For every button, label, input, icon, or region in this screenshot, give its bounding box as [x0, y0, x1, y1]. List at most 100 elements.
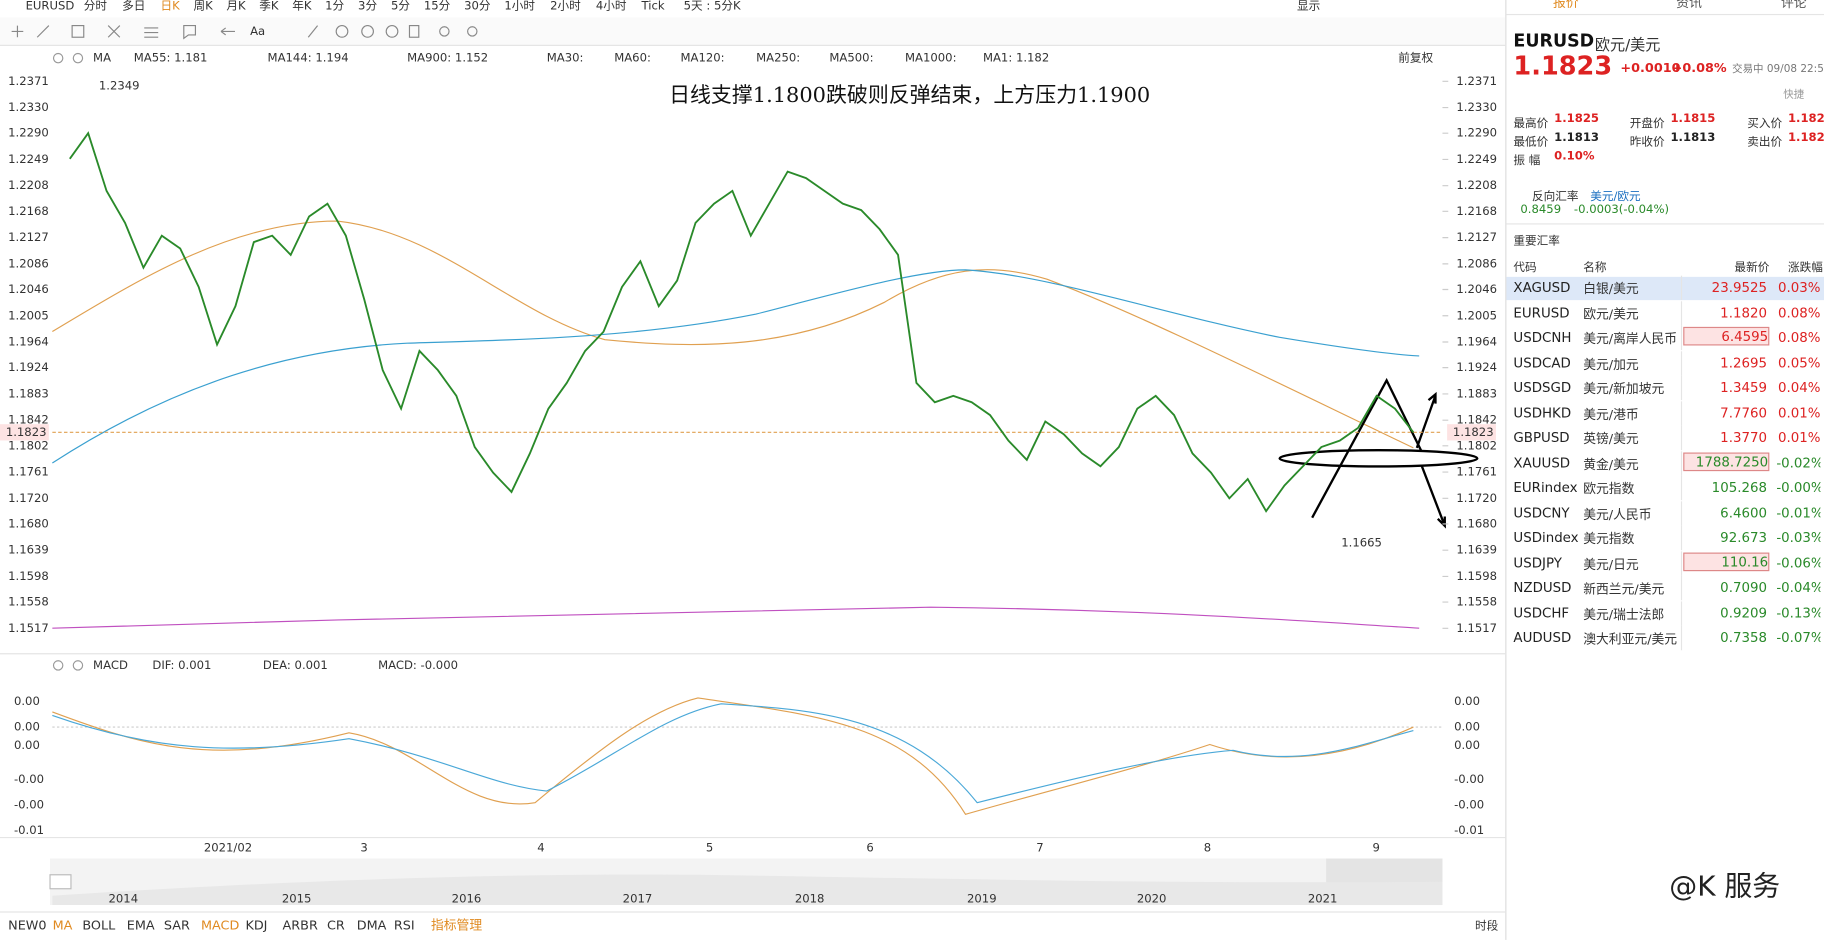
quick-button: 快捷 — [1783, 89, 1805, 102]
table-cell: NZDUSD — [1513, 579, 1572, 596]
panel-tab[interactable]: 报价 — [1552, 0, 1579, 11]
y-tick-label: 1.1883 — [8, 386, 49, 400]
panel-tab[interactable]: 资讯 — [1676, 0, 1702, 11]
y-tick-label: 1.1761 — [8, 465, 49, 479]
table-cell: 美元/人民币 — [1583, 506, 1652, 522]
table-cell: EURUSD — [1513, 304, 1570, 321]
table-cell: 0.05% — [1778, 354, 1821, 371]
indicator-label: MA144: 1.194 — [268, 51, 349, 65]
quote-symbol: EURUSD — [1513, 30, 1595, 52]
indicator-tab[interactable]: BOLL — [82, 918, 116, 933]
table-cell: USDCNY — [1513, 504, 1570, 521]
indicator-tab[interactable]: 指标管理 — [431, 918, 482, 933]
period-tab[interactable]: 2小时 — [550, 0, 581, 12]
table-cell: 美元/港币 — [1583, 406, 1639, 422]
indicator-tab[interactable]: DMA — [357, 918, 387, 933]
indicator-tab[interactable]: EMA — [127, 918, 155, 933]
current-price-label: 1.1823 — [1453, 425, 1494, 439]
period-tab[interactable]: 4小时 — [596, 0, 627, 12]
period-tab[interactable]: 1分 — [325, 0, 344, 12]
period-tab[interactable]: 年K — [292, 0, 312, 12]
table-cell: 欧元指数 — [1583, 481, 1635, 497]
table-cell: USDCNH — [1513, 329, 1572, 346]
y-tick-label: 1.1842 — [8, 413, 49, 427]
y-tick-label: 1.1558 — [8, 595, 49, 609]
macd-tick: -0.00 — [14, 772, 44, 786]
period-tab[interactable]: 5分 — [391, 0, 410, 12]
period-tab[interactable]: 分时 — [84, 0, 108, 12]
current-price-box — [1447, 424, 1496, 441]
row-line — [1680, 375, 1683, 401]
low-annotation: 1.1665 — [1341, 536, 1382, 550]
indicator-tab[interactable]: SAR — [164, 918, 190, 933]
period-tab[interactable]: 5天 : 5分K — [684, 0, 741, 12]
tab-underline — [1506, 13, 1824, 16]
period-tab[interactable]: Tick — [641, 0, 665, 12]
macd-tick-right: 0.00 — [1454, 720, 1480, 734]
indicator-tab[interactable]: CR — [327, 918, 345, 933]
indicator-tab[interactable]: MA — [53, 918, 73, 933]
period-tab[interactable]: 季K — [259, 0, 279, 12]
period-tab[interactable]: 30分 — [464, 0, 491, 12]
period-tab[interactable]: 周K — [193, 0, 213, 12]
period-tab[interactable]: 3分 — [358, 0, 377, 12]
y-tick-label-right: 1.1842 — [1456, 413, 1497, 427]
stat-label: 最低价 — [1513, 136, 1549, 149]
table-cell: 110.16 — [1683, 551, 1770, 571]
y-tick-label: 1.1517 — [8, 621, 49, 635]
indicator-tab[interactable]: KDJ — [245, 918, 267, 933]
table-cell: 6.4600 — [1720, 504, 1768, 521]
drawing-toolbar — [0, 17, 1506, 46]
table-cell: 1.1820 — [1720, 304, 1768, 321]
period-tab[interactable]: 1小时 — [504, 0, 535, 12]
row-line — [1680, 550, 1683, 576]
indicator-tab[interactable]: NEW0 — [8, 918, 46, 933]
ma900-line — [52, 606, 1420, 629]
y-tick-label-right: 1.1924 — [1456, 360, 1497, 374]
table-cell: 美元/离岸人民币 — [1583, 331, 1678, 347]
y-tick-label-right: 1.2127 — [1456, 230, 1497, 244]
table-header: 涨跌幅 — [1787, 261, 1823, 275]
table-cell: 0.9209 — [1720, 604, 1768, 621]
row-line — [1680, 350, 1683, 376]
table-cell: 0.08% — [1778, 304, 1821, 321]
period-tab[interactable]: 日K — [161, 0, 181, 12]
indicator-tab[interactable]: RSI — [394, 918, 415, 933]
annotation-drawing — [1278, 377, 1479, 529]
indicator-tab[interactable]: ARBR — [283, 918, 318, 933]
table-cell: 1.2695 — [1720, 354, 1768, 371]
y-tick-label: 1.1598 — [8, 569, 49, 583]
y-tick-label: 1.1802 — [8, 438, 49, 452]
period-tab[interactable]: 月K — [226, 0, 246, 12]
y-tick-label: 1.1639 — [8, 543, 49, 557]
stat-label: 最高价 — [1513, 117, 1549, 131]
y-tick-label-right: 1.2208 — [1456, 178, 1497, 192]
ma144-line — [52, 269, 1420, 464]
table-cell: 1788.7250 — [1683, 451, 1770, 471]
y-tick-label: 1.2208 — [8, 178, 49, 192]
y-tick-label: 1.1680 — [8, 516, 49, 530]
table-cell: 7.7760 — [1720, 404, 1768, 421]
table-cell: USDCHF — [1513, 604, 1570, 621]
macd-tick: -0.00 — [14, 797, 44, 811]
panel-tab[interactable]: 评论 — [1780, 0, 1807, 11]
y-tick-label-right: 1.1883 — [1456, 386, 1497, 400]
indicator-tab[interactable]: MACD — [201, 918, 239, 933]
y-tick-label-right: 1.1598 — [1456, 569, 1497, 583]
table-cell: -0.06% — [1776, 554, 1821, 571]
separator — [1506, 223, 1824, 225]
table-header: 代码 — [1513, 261, 1537, 275]
macd-label: MACD: -0.000 — [378, 658, 458, 672]
table-cell: 1.3459 — [1720, 379, 1768, 396]
macd-label: MACD — [93, 658, 128, 672]
x-tick-label: 5 — [706, 841, 713, 855]
period-tab[interactable]: 多日 — [122, 0, 145, 12]
period-tab[interactable]: 15分 — [424, 0, 451, 12]
table-cell: 0.01% — [1778, 429, 1821, 446]
y-tick-label: 1.2046 — [8, 282, 49, 296]
y-tick-label: 1.2330 — [8, 100, 49, 114]
y-tick-label-right: 1.2005 — [1456, 308, 1497, 322]
table-cell: -0.03% — [1776, 529, 1821, 546]
table-cell: GBPUSD — [1513, 429, 1570, 446]
